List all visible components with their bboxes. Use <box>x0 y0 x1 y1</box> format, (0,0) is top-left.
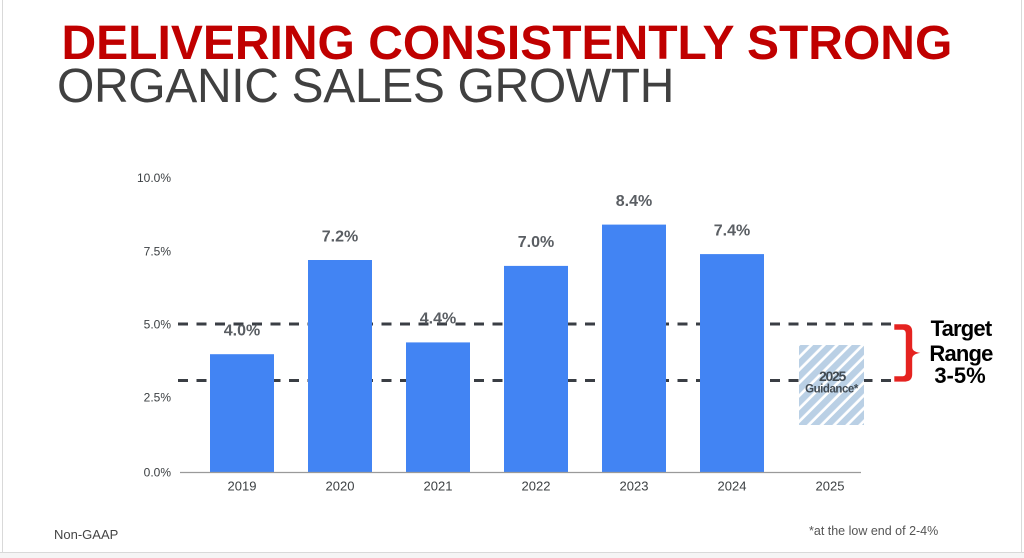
svg-text:Range: Range <box>929 341 993 366</box>
svg-text:8.4%: 8.4% <box>616 193 652 210</box>
svg-text:7.0%: 7.0% <box>518 234 554 251</box>
svg-text:7.5%: 7.5% <box>144 244 172 258</box>
svg-text:2.5%: 2.5% <box>144 391 172 405</box>
svg-text:7.4%: 7.4% <box>714 222 750 239</box>
svg-text:4.0%: 4.0% <box>224 323 260 340</box>
svg-text:3-5%: 3-5% <box>934 363 985 388</box>
svg-text:Guidance*: Guidance* <box>805 384 859 396</box>
svg-text:2025: 2025 <box>816 479 845 494</box>
svg-text:2020: 2020 <box>326 479 355 494</box>
svg-text:Target: Target <box>931 316 993 341</box>
svg-text:2024: 2024 <box>718 479 747 494</box>
svg-text:0.0%: 0.0% <box>144 466 172 480</box>
svg-text:2021: 2021 <box>424 479 453 494</box>
svg-text:10.0%: 10.0% <box>137 171 171 185</box>
svg-text:2019: 2019 <box>228 479 257 494</box>
svg-text:2025: 2025 <box>819 368 846 384</box>
svg-text:7.2%: 7.2% <box>322 228 358 245</box>
svg-text:2023: 2023 <box>620 479 649 494</box>
svg-text:2022: 2022 <box>522 479 551 494</box>
svg-text:4.4%: 4.4% <box>420 311 456 328</box>
svg-text:5.0%: 5.0% <box>144 317 172 331</box>
